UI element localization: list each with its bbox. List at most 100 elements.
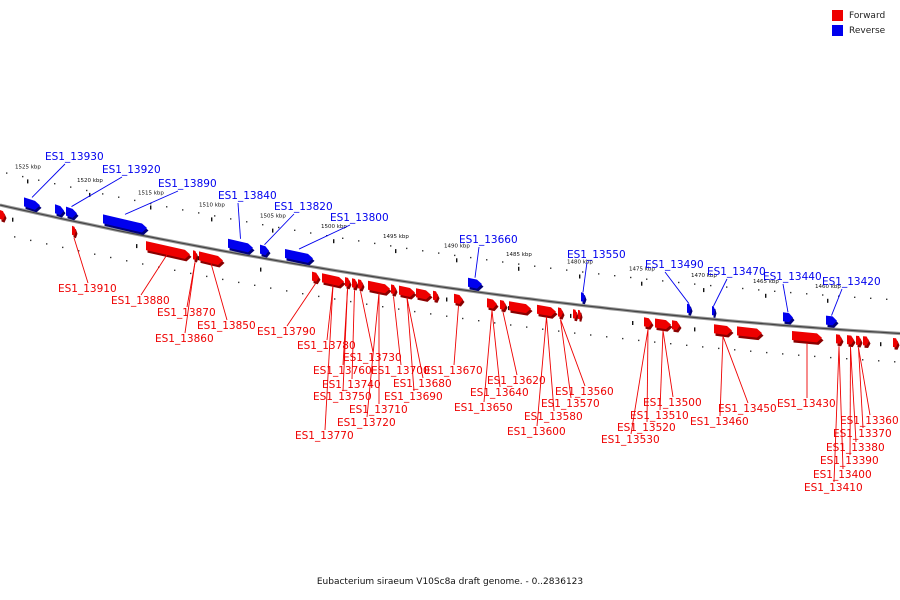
guide-dot xyxy=(798,354,800,356)
forward-gene-label: ES1_13620 xyxy=(487,375,546,387)
reverse-leader-line xyxy=(664,271,690,304)
forward-gene xyxy=(856,335,861,345)
guide-dot xyxy=(854,296,856,298)
guide-dot xyxy=(646,278,648,280)
guide-dot xyxy=(38,179,40,181)
guide-dot xyxy=(310,232,312,234)
forward-leader-line xyxy=(659,330,664,411)
frame-mark xyxy=(446,297,448,302)
guide-dot xyxy=(726,286,728,288)
forward-gene-label: ES1_13600 xyxy=(507,426,566,438)
forward-leader-line xyxy=(453,305,459,366)
forward-gene xyxy=(836,334,842,344)
guide-dot xyxy=(222,278,224,281)
guide-dot xyxy=(422,250,424,252)
reverse-gene-label: ES1_13920 xyxy=(102,164,161,176)
genome-backbone-core xyxy=(0,204,900,335)
forward-leader-line xyxy=(719,336,724,417)
forward-gene-label: ES1_13460 xyxy=(690,416,749,428)
scale-tick-label: 1520 kbp xyxy=(77,178,103,184)
reverse-leader-line xyxy=(124,190,179,215)
guide-dot xyxy=(822,294,824,296)
guide-dot xyxy=(254,284,256,286)
forward-gene xyxy=(500,300,506,310)
guide-dot xyxy=(582,271,584,273)
guide-dot xyxy=(614,275,616,277)
scale-tick-mark xyxy=(211,217,213,222)
forward-leader-line xyxy=(184,262,196,334)
scale-tick-label: 1525 kbp xyxy=(15,164,41,170)
legend-reverse-label: Reverse xyxy=(849,25,886,36)
guide-dot xyxy=(342,237,344,239)
frame-mark xyxy=(880,342,882,347)
forward-gene-label: ES1_13530 xyxy=(601,434,660,446)
forward-leader-line xyxy=(366,292,380,418)
guide-dot xyxy=(182,209,184,211)
guide-dot xyxy=(150,202,152,205)
guide-dot xyxy=(374,242,376,245)
guide-dot xyxy=(398,308,400,310)
forward-leader-line xyxy=(326,285,334,341)
forward-leader-line xyxy=(73,237,89,284)
forward-gene-label: ES1_13710 xyxy=(349,404,408,416)
forward-leader-line xyxy=(483,310,493,403)
forward-leader-line xyxy=(536,316,547,427)
scale-tick-mark xyxy=(827,298,829,303)
scale-tick-mark xyxy=(765,293,767,298)
guide-dot xyxy=(318,295,320,298)
guide-dot xyxy=(294,229,296,231)
guide-dot xyxy=(686,344,688,346)
reverse-gene xyxy=(285,249,313,263)
forward-leader-line xyxy=(560,319,586,387)
scale-tick-label: 1475 kbp xyxy=(629,267,655,273)
guide-dot xyxy=(350,300,352,303)
guide-dot xyxy=(366,303,368,305)
guide-dot xyxy=(94,253,96,255)
reverse-leader-line xyxy=(31,163,66,198)
forward-gene-label: ES1_13860 xyxy=(155,333,214,345)
guide-dot xyxy=(846,358,848,360)
forward-gene-label: ES1_13410 xyxy=(804,482,863,494)
reverse-gene xyxy=(468,277,482,289)
forward-leader-line xyxy=(286,283,316,327)
guide-dot xyxy=(238,281,240,284)
forward-gene xyxy=(578,309,581,320)
forward-gene xyxy=(358,279,363,289)
forward-leader-line xyxy=(560,319,572,399)
forward-gene xyxy=(863,336,869,346)
guide-dot xyxy=(62,246,64,249)
forward-gene xyxy=(792,331,822,343)
guide-dot xyxy=(894,361,896,363)
guide-dot xyxy=(142,263,144,265)
guide-dot xyxy=(590,334,592,336)
forward-gene xyxy=(509,301,531,314)
guide-dot xyxy=(102,193,104,195)
reverse-gene xyxy=(826,315,837,326)
reverse-gene xyxy=(581,292,585,302)
reverse-leader-line xyxy=(582,261,588,293)
reverse-gene xyxy=(228,238,253,253)
guide-dot xyxy=(470,256,472,259)
frame-mark xyxy=(508,306,510,311)
forward-gene-label: ES1_13850 xyxy=(197,320,256,332)
guide-dot xyxy=(598,273,600,275)
guide-dot xyxy=(670,343,672,345)
scale-tick-mark xyxy=(456,258,458,263)
frame-mark xyxy=(12,217,14,222)
guide-dot xyxy=(278,226,280,229)
guide-dot xyxy=(750,350,752,352)
guide-dot xyxy=(190,272,192,275)
guide-dot xyxy=(406,247,408,250)
frame-mark xyxy=(198,256,200,261)
guide-dot xyxy=(166,206,168,208)
forward-gene-label: ES1_13720 xyxy=(337,417,396,429)
forward-gene xyxy=(312,271,319,282)
forward-gene-label: ES1_13650 xyxy=(454,402,513,414)
scale-tick-label: 1500 kbp xyxy=(321,224,347,230)
reverse-gene xyxy=(24,197,40,210)
forward-gene-label: ES1_13770 xyxy=(295,430,354,442)
forward-gene-label: ES1_13690 xyxy=(384,391,443,403)
forward-gene-label: ES1_13510 xyxy=(630,410,689,422)
forward-leader-line xyxy=(646,329,649,423)
